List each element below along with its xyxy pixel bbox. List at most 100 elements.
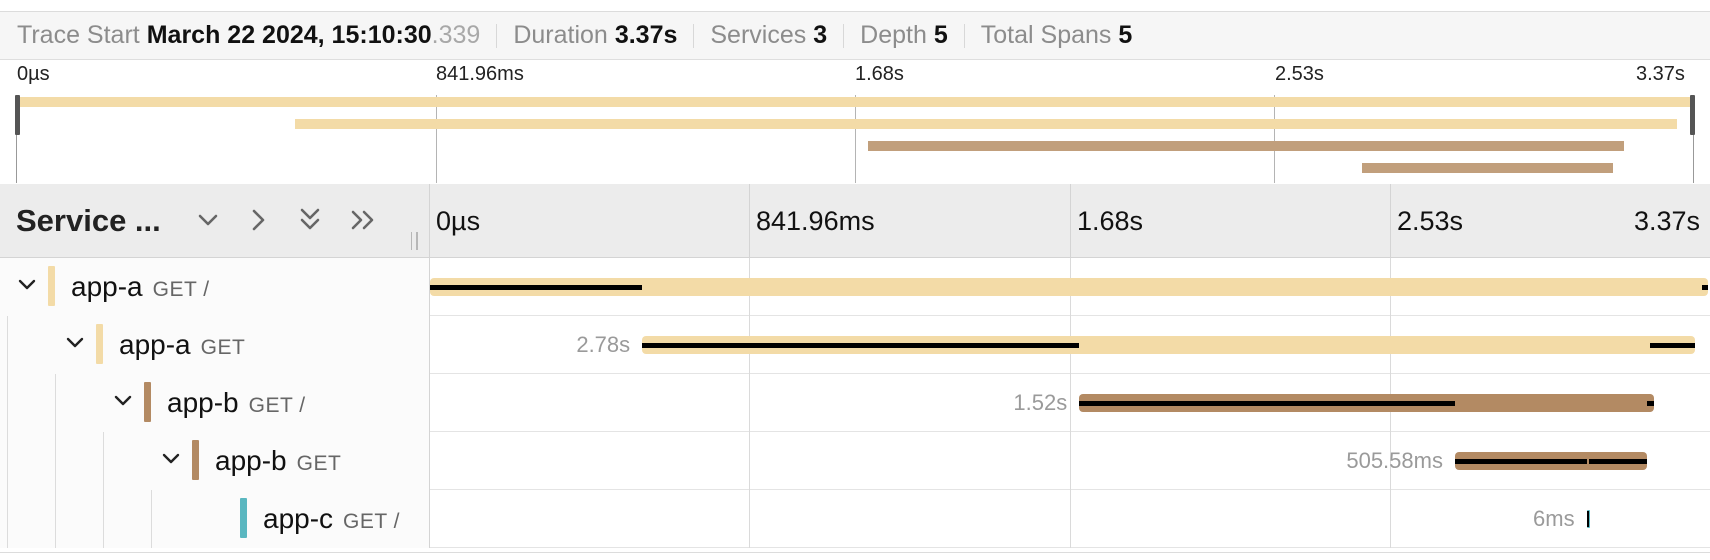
span-name-cell[interactable]: app-c GET / xyxy=(0,490,430,548)
span-toggle-button[interactable] xyxy=(13,271,41,299)
operation-label: GET / xyxy=(343,510,401,533)
span-toggle-button[interactable] xyxy=(157,445,185,473)
divider xyxy=(693,23,695,48)
minimap-right-handle[interactable] xyxy=(1690,95,1695,135)
total-spans-value: 5 xyxy=(1118,21,1133,49)
service-name[interactable]: app-b GET xyxy=(215,445,341,477)
operation-label: GET xyxy=(296,452,342,475)
service-color-indicator xyxy=(240,498,247,538)
minimap-gridline xyxy=(1274,95,1275,183)
span-row[interactable]: app-b GET / 1.52s xyxy=(0,374,1710,432)
critical-path-segment xyxy=(430,285,643,290)
timeline-gridline xyxy=(1070,490,1071,548)
tree-guide-line xyxy=(103,490,104,548)
column-resize-handle[interactable] xyxy=(408,232,420,252)
span-name-cell[interactable]: app-b GET / xyxy=(0,374,430,432)
service-color-indicator xyxy=(96,324,103,364)
trace-start-label: Trace Start xyxy=(17,21,140,49)
span-row[interactable]: app-c GET / 6ms xyxy=(0,490,1710,548)
span-name-cell[interactable]: app-a GET / xyxy=(0,258,430,316)
span-duration-label: 505.58ms xyxy=(1346,448,1443,473)
minimap-canvas[interactable] xyxy=(16,95,1694,183)
critical-path-segment xyxy=(1701,285,1708,290)
header-tick: 2.53s xyxy=(1397,206,1464,236)
critical-path-segment xyxy=(1650,343,1696,348)
divider xyxy=(843,23,845,48)
span-toggle-button[interactable] xyxy=(61,329,89,357)
minimap-left-handle[interactable] xyxy=(15,95,20,135)
timeline-gridline xyxy=(1070,374,1071,432)
service-color-indicator xyxy=(192,440,199,480)
duration-label: Duration xyxy=(513,21,608,49)
collapse-all-button[interactable] xyxy=(292,202,328,238)
tree-guide-line xyxy=(7,432,8,490)
timeline-header: Service ... 0µs 841.96ms 1.68s 2.53s 3.3… xyxy=(0,184,1710,258)
trace-summary: Trace Start March 22 2024, 15:10:30.339 … xyxy=(0,12,1710,60)
span-name-cell[interactable]: app-a GET xyxy=(0,316,430,374)
minimap-left-edge xyxy=(16,95,17,183)
double-chevron-down-icon xyxy=(300,208,320,230)
trace-start-value: March 22 2024, 15:10:30 xyxy=(146,21,432,49)
trace-start: Trace Start March 22 2024, 15:10:30.339 xyxy=(17,21,480,50)
minimap-tick: 3.37s xyxy=(1636,63,1685,85)
tree-guide-line xyxy=(7,374,8,432)
tree-guide-line xyxy=(103,432,104,490)
depth-value: 5 xyxy=(933,21,948,49)
expand-all-button[interactable] xyxy=(346,202,382,238)
chevron-down-icon xyxy=(198,214,218,226)
minimap-right-edge xyxy=(1693,95,1694,183)
service-name[interactable]: app-a GET / xyxy=(71,271,210,303)
top-border xyxy=(0,0,1710,12)
chevron-down-icon xyxy=(18,279,36,290)
timeline-gridline xyxy=(1390,432,1391,490)
span-name-cell[interactable]: app-b GET xyxy=(0,432,430,490)
operation-label: GET / xyxy=(152,278,210,301)
timeline-gridline xyxy=(1070,432,1071,490)
duration: Duration 3.37s xyxy=(513,21,677,50)
service-column-header: Service ... xyxy=(0,184,430,257)
minimap-span-bar xyxy=(18,97,1690,107)
header-tick: 3.37s xyxy=(1634,206,1701,236)
minimap-tick: 841.96ms xyxy=(436,63,524,85)
span-bar[interactable] xyxy=(642,336,1696,354)
minimap-span-bar xyxy=(1361,163,1614,173)
timeline-gridline xyxy=(749,432,750,490)
header-tick: 1.68s xyxy=(1077,206,1144,236)
minimap-gridline xyxy=(436,95,437,183)
span-rows: app-a GET / app-a GET 2.78s app-b GET /1.52s ap… xyxy=(0,258,1710,552)
trace-start-ms: .339 xyxy=(431,21,481,49)
critical-path-segment xyxy=(1454,459,1587,464)
span-duration-label: 1.52s xyxy=(1013,390,1068,415)
tree-guide-line xyxy=(151,490,152,548)
expand-one-button[interactable] xyxy=(240,202,276,238)
critical-path-segment xyxy=(1586,511,1589,527)
span-bar[interactable] xyxy=(430,278,1708,296)
span-toggle-button[interactable] xyxy=(109,387,137,415)
minimap-tick: 0µs xyxy=(17,63,50,85)
span-duration-label: 6ms xyxy=(1533,506,1575,531)
depth: Depth 5 xyxy=(860,21,948,50)
trace-minimap[interactable]: 0µs 841.96ms 1.68s 2.53s 3.37s xyxy=(0,61,1710,183)
service-name[interactable]: app-b GET / xyxy=(167,387,306,419)
depth-label: Depth xyxy=(860,21,927,49)
tree-guide-line xyxy=(7,490,8,548)
span-duration-label: 2.78s xyxy=(576,332,631,357)
total-spans: Total Spans 5 xyxy=(981,21,1133,50)
critical-path-segment xyxy=(1646,401,1655,406)
span-row[interactable]: app-a GET / xyxy=(0,258,1710,316)
services-label: Services xyxy=(710,21,807,49)
tree-guide-line xyxy=(7,316,8,374)
timeline-gridline xyxy=(1390,490,1391,548)
chevron-down-icon xyxy=(114,395,132,406)
bottom-border xyxy=(0,552,1710,553)
span-row[interactable]: app-a GET 2.78s xyxy=(0,316,1710,374)
service-name[interactable]: app-a GET xyxy=(119,329,245,361)
tree-guide-line xyxy=(55,374,56,432)
minimap-tick: 1.68s xyxy=(855,63,904,85)
span-row[interactable]: app-b GET 505.58ms xyxy=(0,432,1710,490)
services: Services 3 xyxy=(710,21,827,50)
service-column-title: Service ... xyxy=(16,203,161,238)
collapse-one-button[interactable] xyxy=(190,202,226,238)
chevron-right-icon xyxy=(252,209,265,231)
service-name[interactable]: app-c GET / xyxy=(263,503,400,535)
